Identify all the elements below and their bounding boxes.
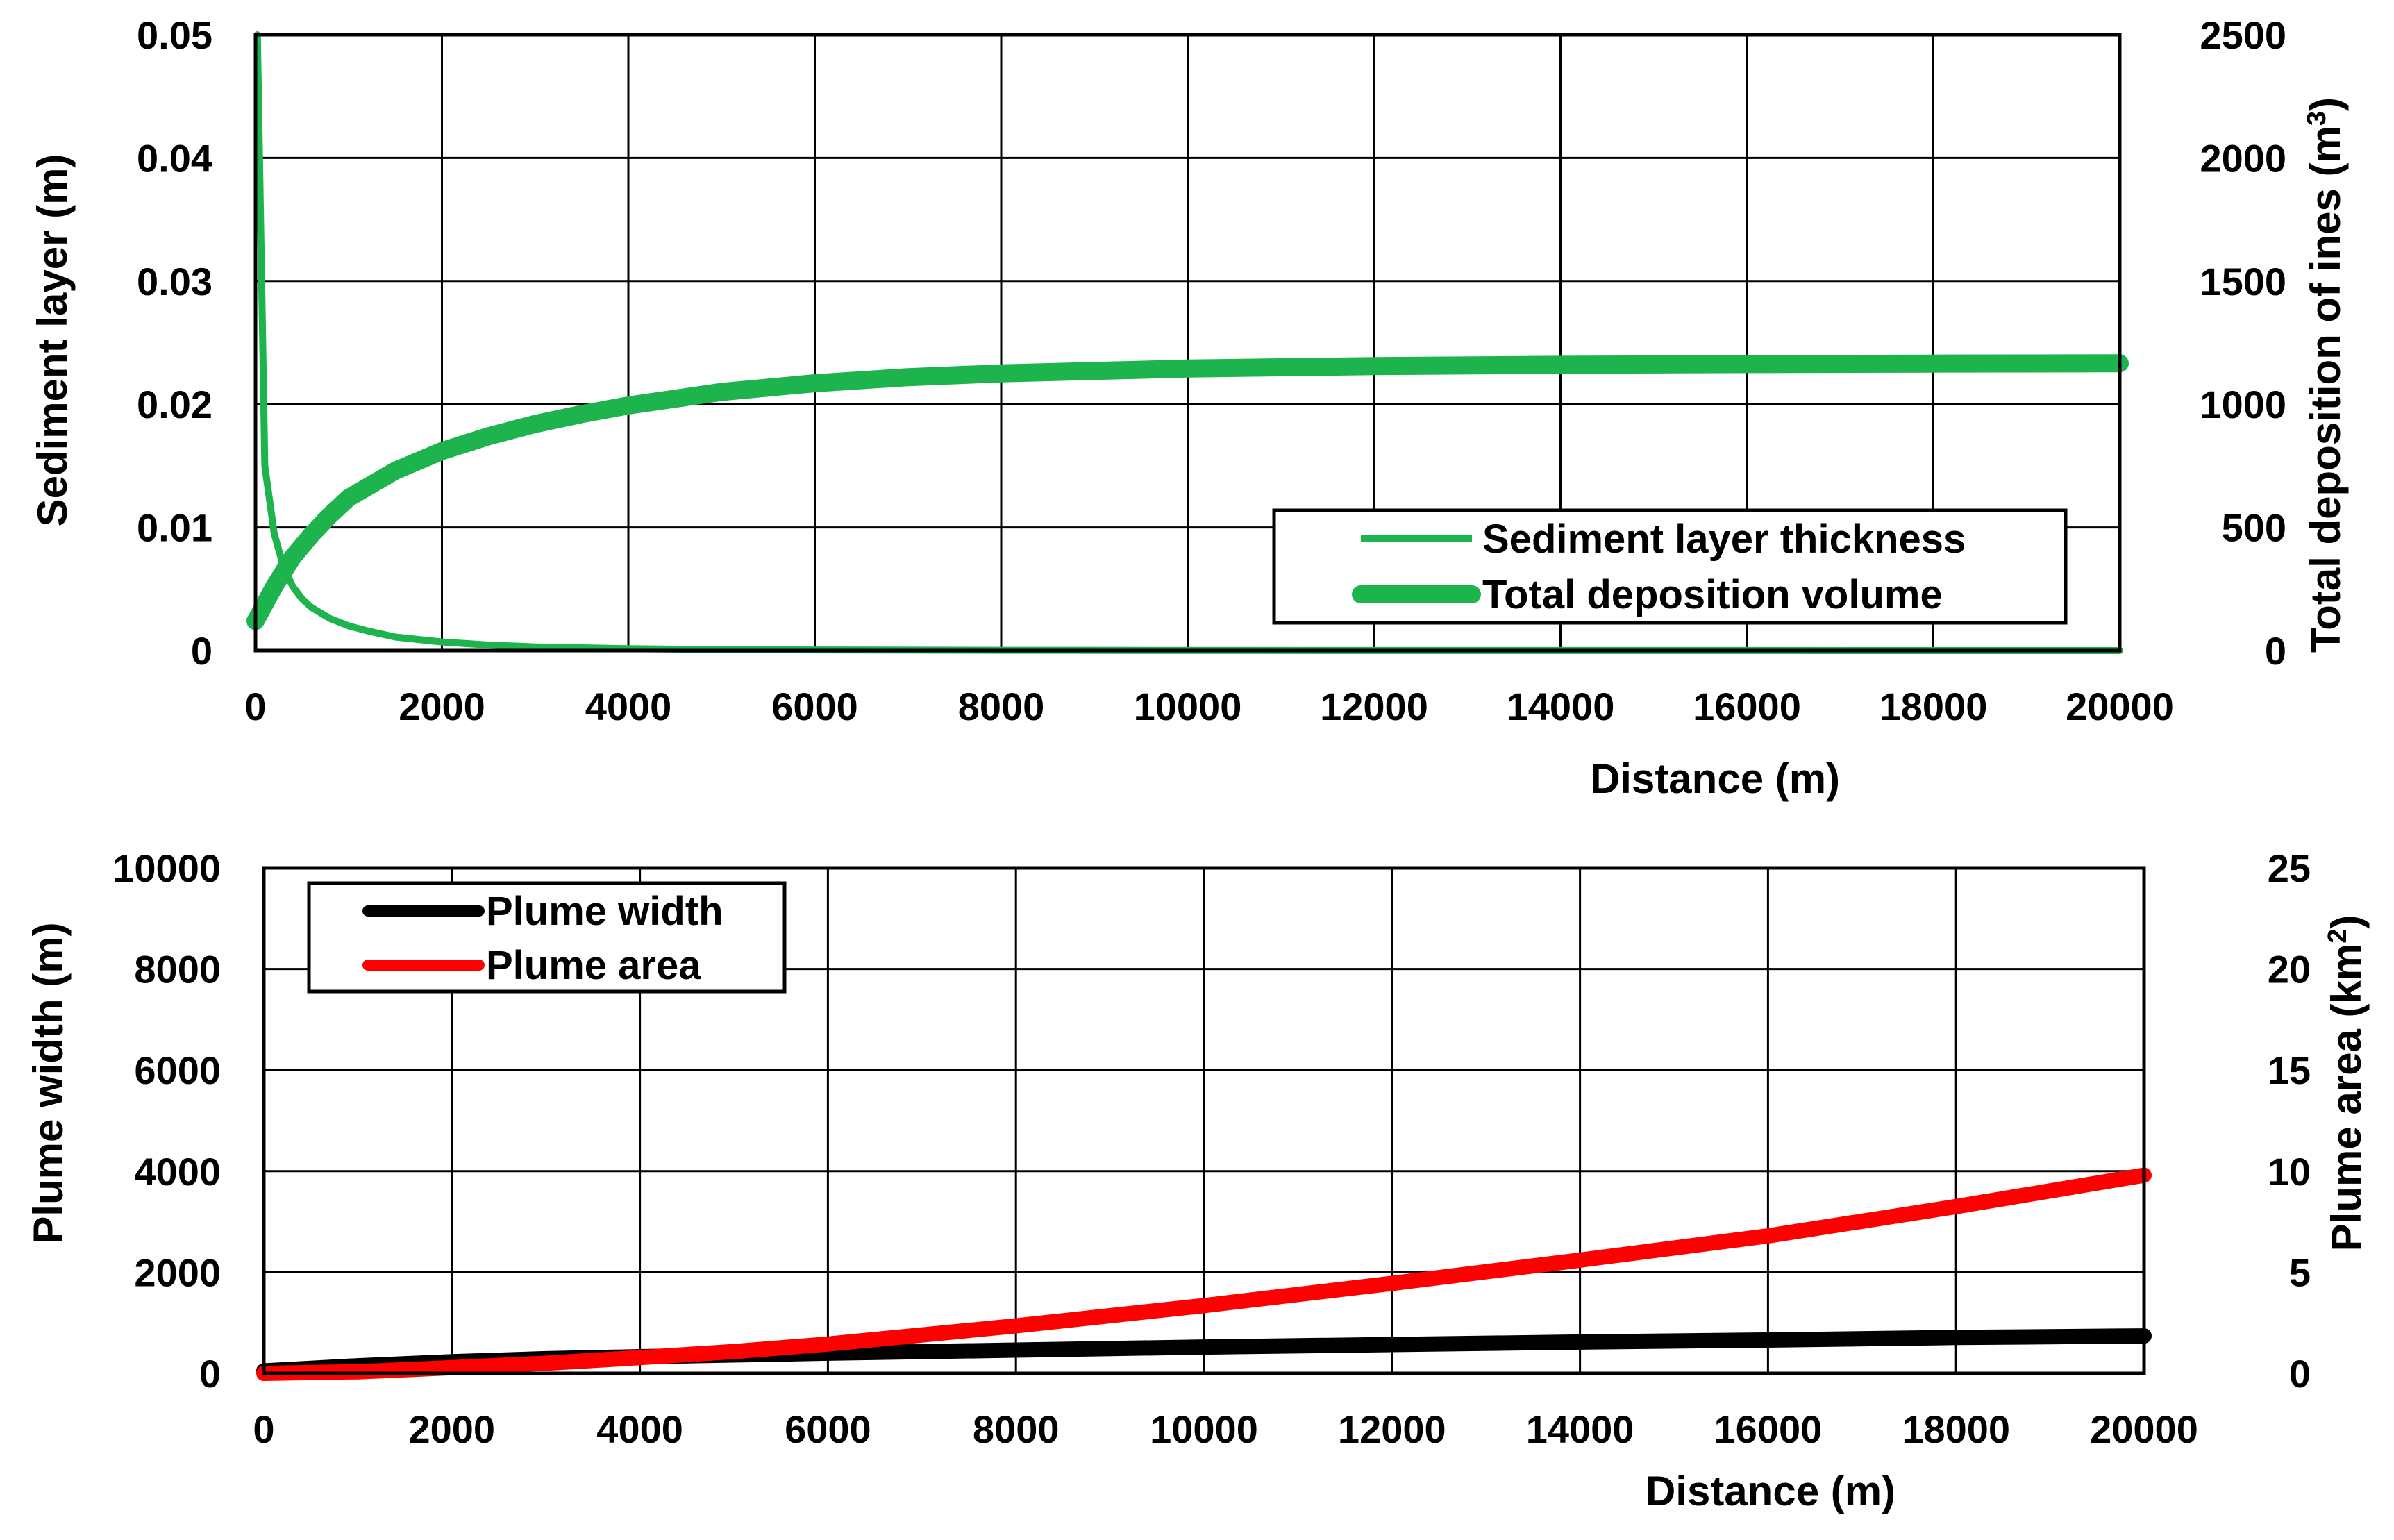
bottom-chart-y-axis-label: Plume width (m) [25, 922, 72, 1244]
bottom-chart-x-ticks: 0 2000 4000 6000 8000 10000 12000 14000 16000 180… [253, 1407, 2198, 1451]
x-tick-label: 10000 [1150, 1407, 1258, 1451]
y2-tick-label: 25 [2268, 846, 2311, 890]
y2-tick-label: 1500 [2200, 260, 2286, 303]
y-tick-label: 2000 [134, 1250, 221, 1294]
x-tick-label: 6000 [785, 1407, 871, 1451]
y-tick-label: 0 [199, 1352, 221, 1396]
y-tick-label: 0.01 [137, 506, 212, 550]
x-tick-label: 10000 [1134, 685, 1242, 728]
x-tick-label: 12000 [1320, 685, 1428, 728]
legend-label-sediment-layer-thickness: Sediment layer thickness [1482, 517, 1966, 562]
x-tick-label: 0 [253, 1407, 274, 1451]
top-chart-y2-axis-label: Total deposition of ines (m3) [2302, 97, 2349, 653]
y-tick-label: 8000 [134, 948, 221, 991]
y-tick-label: 0.04 [137, 136, 212, 180]
y2-tick-label: 2000 [2200, 136, 2286, 180]
x-tick-label: 8000 [973, 1407, 1060, 1451]
top-chart-x-axis-label: Distance (m) [1590, 755, 1840, 802]
x-tick-label: 4000 [585, 685, 672, 728]
bottom-chart: 0 2000 4000 6000 8000 10000 12000 14000 16000 180… [25, 846, 2370, 1514]
y2-tick-label: 500 [2222, 506, 2286, 550]
bottom-chart-y2-ticks: 0 5 10 15 20 25 [2268, 846, 2311, 1396]
x-tick-label: 4000 [596, 1407, 683, 1451]
x-tick-label: 6000 [771, 685, 858, 728]
top-chart-y-axis-label: Sediment layer (m) [29, 154, 76, 527]
y2-tick-label: 5 [2289, 1250, 2311, 1294]
bottom-chart-y-ticks: 0 2000 4000 6000 8000 10000 [112, 846, 221, 1396]
x-tick-label: 18000 [1880, 685, 1988, 728]
x-tick-label: 18000 [1902, 1407, 2010, 1451]
bottom-chart-x-axis-label: Distance (m) [1646, 1468, 1895, 1514]
x-tick-label: 8000 [958, 685, 1045, 728]
top-chart-legend: Sediment layer thickness Total depositio… [1272, 508, 2068, 625]
top-chart-x-ticks: 0 2000 4000 6000 8000 10000 12000 14000 16000 180… [244, 685, 2173, 728]
y-tick-label: 4000 [134, 1150, 221, 1194]
y2-tick-label: 10 [2268, 1150, 2311, 1194]
y2-tick-label: 15 [2268, 1048, 2311, 1092]
x-tick-label: 14000 [1526, 1407, 1634, 1451]
legend-label-plume-width: Plume width [486, 889, 723, 934]
x-tick-label: 12000 [1338, 1407, 1446, 1451]
top-chart-y2-ticks: 0 500 1000 1500 2000 2500 [2200, 13, 2286, 673]
series-line-plume-area [256, 1167, 2152, 1381]
y2-tick-label: 1000 [2200, 383, 2286, 426]
bottom-chart-legend: Plume width Plume area [307, 881, 787, 994]
x-tick-label: 20000 [2066, 685, 2174, 728]
legend-label-total-deposition-volume: Total deposition volume [1482, 572, 1943, 617]
y-tick-label: 0.02 [137, 383, 212, 426]
bottom-chart-y2-axis-label: Plume area (km2) [2323, 915, 2370, 1252]
x-tick-label: 0 [244, 685, 266, 728]
x-tick-label: 2000 [409, 1407, 496, 1451]
top-chart-frame [253, 33, 2122, 653]
x-tick-label: 2000 [399, 685, 485, 728]
x-tick-label: 20000 [2090, 1407, 2198, 1451]
y-tick-label: 10000 [112, 846, 221, 890]
top-chart-legend-box [1272, 508, 2068, 625]
y-tick-label: 0 [191, 629, 212, 673]
x-tick-label: 16000 [1693, 685, 1801, 728]
x-tick-label: 16000 [1714, 1407, 1823, 1451]
y2-tick-label: 20 [2268, 948, 2311, 991]
y-tick-label: 0.05 [137, 13, 212, 57]
x-tick-label: 14000 [1507, 685, 1615, 728]
top-chart: 0 2000 4000 6000 8000 10000 12000 14000 16000 180… [29, 13, 2349, 802]
bottom-chart-legend-box [307, 881, 787, 994]
bottom-chart-frame [262, 866, 2146, 1375]
bottom-chart-series [256, 1167, 2152, 1381]
y2-tick-label: 2500 [2200, 13, 2286, 57]
y-tick-label: 0.03 [137, 260, 212, 303]
series-line-total-deposition-volume [246, 354, 2129, 630]
top-chart-y-ticks: 0 0.01 0.02 0.03 0.04 0.05 [137, 13, 212, 673]
legend-label-plume-area: Plume area [486, 943, 701, 988]
y-tick-label: 6000 [134, 1048, 221, 1092]
y2-tick-label: 0 [2265, 629, 2286, 673]
y2-tick-label: 0 [2289, 1352, 2311, 1396]
